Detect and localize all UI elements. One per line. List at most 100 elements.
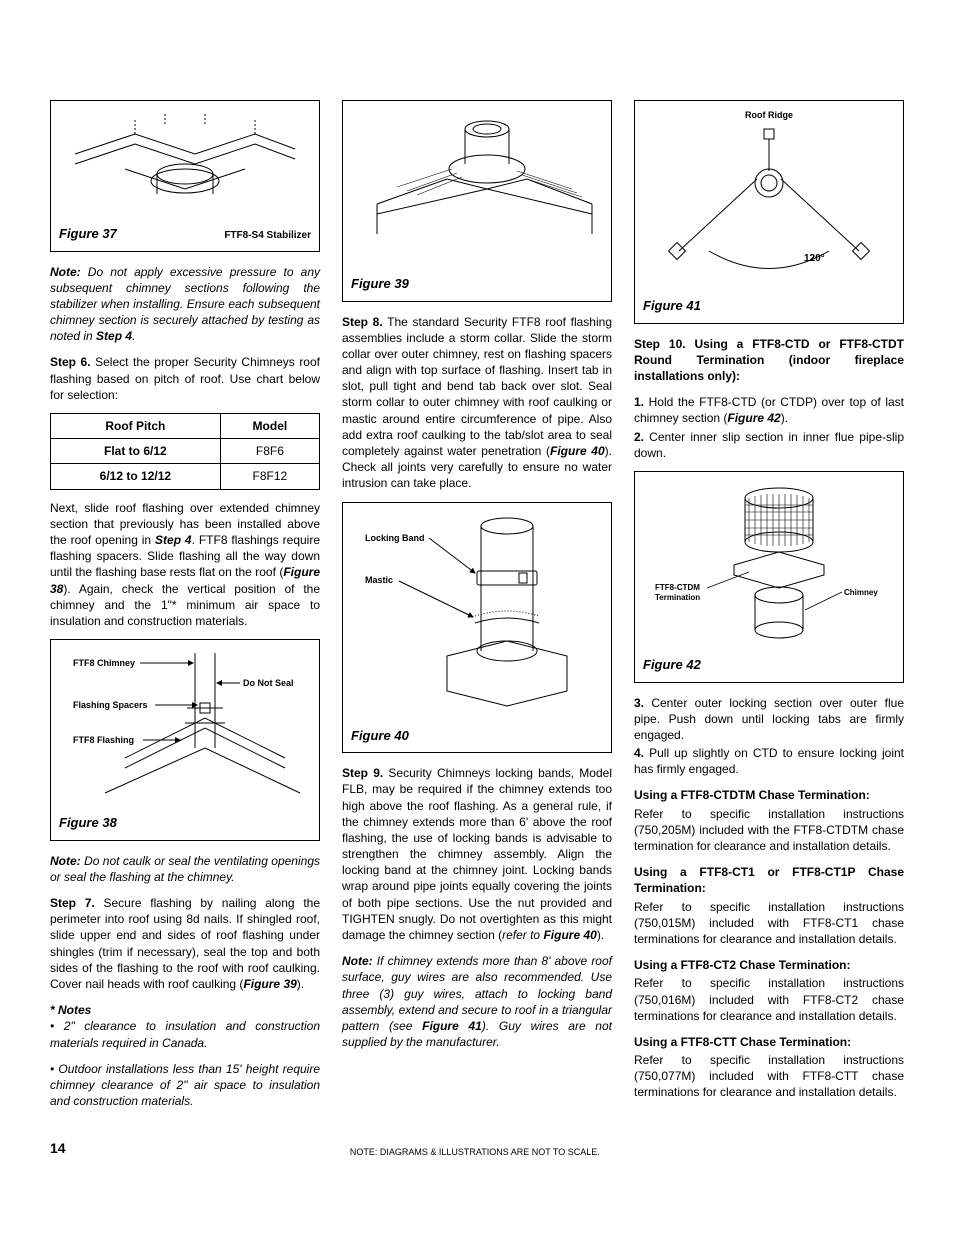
step-10-4-text: Pull up slightly on CTD to ensure lockin… (634, 746, 904, 776)
step-10-3-text: Center outer locking section over outer … (634, 696, 904, 742)
fig42-label-term-1: FTF8-CTDM (655, 583, 700, 592)
td: Flat to 6/12 (51, 439, 221, 464)
note-2-text: Do not caulk or seal the ventilating ope… (50, 854, 320, 884)
step-7-fig: Figure 39 (243, 977, 296, 991)
table-row: 6/12 to 12/12 F8F12 (51, 464, 320, 489)
figure-38-box: FTF8 Chimney Do Not Seal Flashing Spacer… (50, 639, 320, 841)
note-2-prefix: Note: (50, 854, 81, 868)
term4-text: Refer to specific installation instructi… (634, 1052, 904, 1101)
step-6-para: Step 6. Select the proper Security Chimn… (50, 354, 320, 403)
figure-39-diagram (357, 109, 597, 269)
table-row: Flat to 6/12 F8F6 (51, 439, 320, 464)
term2-heading: Using a FTF8-CT1 or FTF8-CT1P Chase Term… (634, 864, 904, 896)
term3-heading-text: Using a FTF8-CT2 Chase Termination: (634, 958, 850, 972)
figure-39-caption: Figure 39 (351, 275, 603, 293)
fig38-label-spacers: Flashing Spacers (73, 700, 148, 710)
td: F8F6 (220, 439, 319, 464)
step-10-4: 4. Pull up slightly on CTD to ensure loc… (634, 745, 904, 777)
para-flashing: Next, slide roof flashing over extended … (50, 500, 320, 630)
term4-heading-text: Using a FTF8-CTT Chase Termination: (634, 1035, 851, 1049)
column-1: Figure 37 FTF8-S4 Stabilizer Note: Do no… (50, 100, 320, 1119)
notes-section: * Notes • 2" clearance to insulation and… (50, 1002, 320, 1051)
note-1: Note: Do not apply excessive pressure to… (50, 264, 320, 345)
step-10-1-b: ). (781, 411, 788, 425)
column-3: Roof Ridge 120° Figure 41 Step 10. Using… (634, 100, 904, 1119)
figure-40-box: Locking Band Mastic Figure 40 (342, 502, 612, 754)
step-9-para: Step 9. Security Chimneys locking bands,… (342, 765, 612, 943)
figure-38-diagram: FTF8 Chimney Do Not Seal Flashing Spacer… (65, 648, 305, 808)
table-header-row: Roof Pitch Model (51, 414, 320, 439)
figure-37-box: Figure 37 FTF8-S4 Stabilizer (50, 100, 320, 252)
figure-41-box: Roof Ridge 120° Figure 41 (634, 100, 904, 324)
fig41-ridge-label: Roof Ridge (643, 109, 895, 121)
step-10-1-num: 1. (634, 395, 644, 409)
roof-pitch-table: Roof Pitch Model Flat to 6/12 F8F6 6/12 … (50, 413, 320, 490)
figure-41-caption: Figure 41 (643, 297, 895, 315)
notes-heading: * Notes (50, 1003, 91, 1017)
note-3-fig: Figure 41 (422, 1019, 482, 1033)
notes-bullet-2-para: • Outdoor installations less than 15' he… (50, 1061, 320, 1110)
note-1-prefix: Note: (50, 265, 81, 279)
note-3-prefix: Note: (342, 954, 373, 968)
figure-37-diagram (65, 109, 305, 219)
fig41-angle: 120° (804, 253, 825, 264)
td: F8F12 (220, 464, 319, 489)
step-9-ref: refer to (502, 928, 543, 942)
note-1-text: Do not apply excessive pressure to any s… (50, 265, 320, 344)
step-10-heading: Step 10. Using a FTF8-CTD or FTF8-CTDT R… (634, 336, 904, 385)
step-9-fig: Figure 40 (543, 928, 596, 942)
page-columns: Figure 37 FTF8-S4 Stabilizer Note: Do no… (50, 100, 904, 1119)
step-10-3: 3. Center outer locking section over out… (634, 695, 904, 744)
step-10-1-fig: Figure 42 (727, 411, 780, 425)
para-flashing-ref: Step 4 (155, 533, 192, 547)
fig40-label-mastic: Mastic (365, 575, 393, 585)
figure-42-box: FTF8-CTDM Termination Chimney Figure 42 (634, 471, 904, 683)
note-1-post: . (132, 329, 135, 343)
step-10-1: 1. Hold the FTF8-CTD (or CTDP) over top … (634, 394, 904, 426)
term2-heading-text: Using a FTF8-CT1 or FTF8-CT1P Chase Term… (634, 865, 904, 895)
notes-bullet-1: • 2" clearance to insulation and constru… (50, 1019, 320, 1049)
step-7-b: ). (297, 977, 304, 991)
step-8-para: Step 8. The standard Security FTF8 roof … (342, 314, 612, 492)
fig40-label-locking: Locking Band (365, 533, 425, 543)
term2-text: Refer to specific installation instructi… (634, 899, 904, 948)
term3-text: Refer to specific installation instructi… (634, 975, 904, 1024)
step-8-fig: Figure 40 (550, 444, 605, 458)
step-10-3-num: 3. (634, 696, 644, 710)
note-1-ref: Step 4 (96, 329, 132, 343)
fig42-label-term-2: Termination (655, 593, 700, 602)
th-roof-pitch: Roof Pitch (51, 414, 221, 439)
figure-40-diagram: Locking Band Mastic (357, 511, 597, 721)
figure-40-caption: Figure 40 (351, 727, 603, 745)
footer-note: NOTE: DIAGRAMS & ILLUSTRATIONS ARE NOT T… (66, 1146, 884, 1158)
note-3: Note: If chimney extends more than 8' ab… (342, 953, 612, 1050)
step-10-heading-text: Step 10. Using a FTF8-CTD or FTF8-CTDT R… (634, 337, 904, 383)
step-9-b: ). (597, 928, 604, 942)
term3-heading: Using a FTF8-CT2 Chase Termination: (634, 957, 904, 973)
fig38-label-chimney: FTF8 Chimney (73, 658, 135, 668)
fig38-label-flashing: FTF8 Flashing (73, 735, 134, 745)
term1-heading: Using a FTF8-CTDTM Chase Termination: (634, 787, 904, 803)
figure-39-box: Figure 39 (342, 100, 612, 302)
step-10-2: 2. Center inner slip section in inner fl… (634, 429, 904, 461)
td: 6/12 to 12/12 (51, 464, 221, 489)
step-6-label: Step 6. (50, 355, 91, 369)
para-flashing-c: ). Again, check the vertical position of… (50, 582, 320, 628)
step-10-2-text: Center inner slip section in inner flue … (634, 430, 904, 460)
term1-text: Refer to specific installation instructi… (634, 806, 904, 855)
step-9-a: Security Chimneys locking bands, Model F… (342, 766, 612, 942)
term1-heading-text: Using a FTF8-CTDTM Chase Termination: (634, 788, 870, 802)
note-2: Note: Do not caulk or seal the ventilati… (50, 853, 320, 885)
figure-42-caption: Figure 42 (643, 656, 895, 674)
figure-37-caption: Figure 37 (59, 225, 117, 243)
step-6-text: Select the proper Security Chimneys roof… (50, 355, 320, 401)
step-10-2-num: 2. (634, 430, 644, 444)
figure-42-diagram: FTF8-CTDM Termination Chimney (649, 480, 889, 650)
step-10-4-num: 4. (634, 746, 644, 760)
fig38-label-noseal: Do Not Seal (243, 678, 294, 688)
fig42-label-chimney: Chimney (844, 588, 878, 597)
page-number: 14 (50, 1139, 66, 1158)
step-7-para: Step 7. Secure flashing by nailing along… (50, 895, 320, 992)
step-9-label: Step 9. (342, 766, 383, 780)
page-footer: 14 NOTE: DIAGRAMS & ILLUSTRATIONS ARE NO… (50, 1139, 904, 1158)
